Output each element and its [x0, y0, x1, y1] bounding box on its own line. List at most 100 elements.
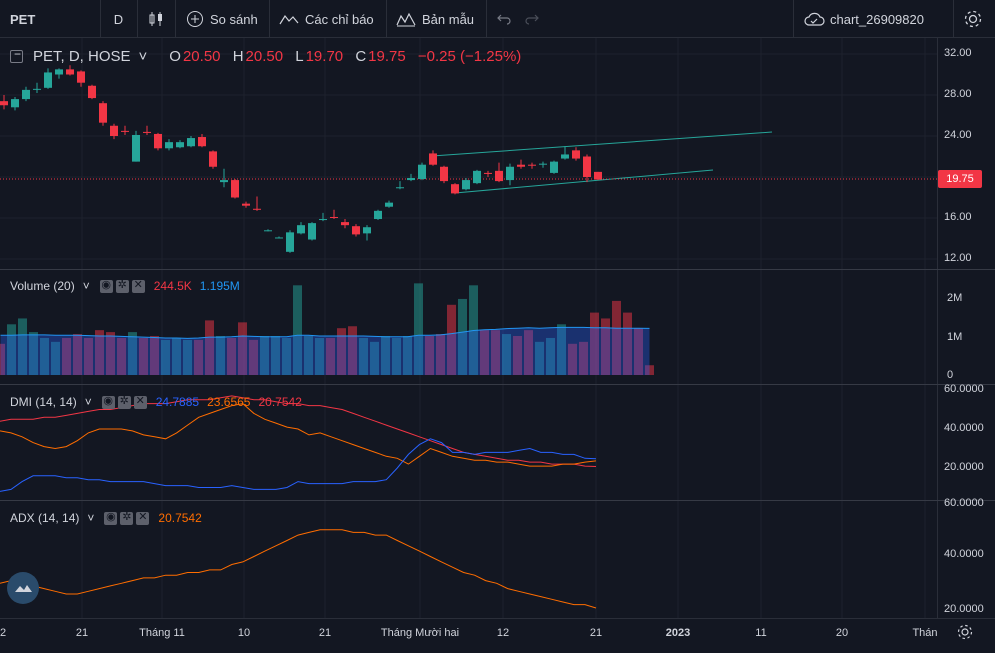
eye-icon[interactable]: ◉ [99, 278, 113, 293]
volume-tick: 0 [947, 369, 954, 381]
candle-body [484, 172, 492, 174]
last-price-label: 19.75 [938, 170, 982, 188]
minus-di-line [0, 403, 597, 467]
settings-button[interactable] [962, 0, 988, 38]
candle-body [209, 151, 217, 167]
gear-icon[interactable]: ✲ [117, 394, 131, 409]
volume-bar [172, 337, 181, 375]
adx-legend: ADX (14, 14) ˅ ◉ ✲ ✕ 20.7542 [10, 510, 210, 526]
volume-bar [117, 337, 126, 375]
candle-body [528, 164, 536, 166]
candle-body [495, 170, 503, 182]
symbol-title[interactable]: PET, D, HOSE [33, 48, 131, 65]
candle-body [143, 131, 151, 133]
eye-icon[interactable]: ◉ [101, 394, 115, 409]
indicators-button[interactable]: Các chỉ báo [279, 0, 389, 38]
time-label: Tháng 11 [139, 627, 185, 639]
time-label: 12 [496, 627, 510, 639]
chevron-down-icon[interactable]: ˅ [82, 279, 90, 293]
interval-button[interactable]: D [100, 0, 137, 38]
volume-bar [260, 336, 269, 375]
tradingview-logo[interactable] [7, 572, 39, 604]
volume-bar [634, 328, 643, 375]
symbol-search[interactable]: PET [10, 0, 95, 38]
adx-title[interactable]: ADX (14, 14) [10, 511, 80, 525]
volume-bar [161, 339, 170, 375]
volume-title[interactable]: Volume (20) [10, 279, 75, 293]
volume-bar [95, 330, 104, 375]
compare-button[interactable]: So sánh [186, 0, 271, 38]
time-label: Thán [912, 627, 938, 639]
candle-body [110, 125, 118, 136]
time-axis[interactable]: 2 21 Tháng 11 10 21 Tháng Mười hai 12 21 2023 11 2… [0, 618, 995, 653]
candle-body [154, 133, 162, 149]
volume-bar [238, 322, 247, 375]
plus-di-value: 24.7885 [155, 395, 200, 409]
templates-icon [396, 12, 416, 27]
candle-body [550, 161, 558, 173]
candle-body [253, 208, 261, 210]
pane-separator[interactable] [0, 269, 995, 270]
candle-body [121, 130, 129, 132]
eye-icon[interactable]: ◉ [104, 510, 118, 525]
price-tick: 24.00 [944, 129, 972, 141]
candle-body [275, 237, 283, 239]
volume-ma-area [0, 327, 650, 375]
trend-channel [431, 131, 773, 194]
pane-separator[interactable] [0, 500, 995, 501]
volume-bar [425, 336, 434, 375]
save-chart-button[interactable]: chart_26909820 [803, 0, 943, 38]
time-axis-settings[interactable] [956, 623, 974, 646]
undo-button[interactable] [496, 0, 516, 38]
adx-pane-line [0, 529, 597, 609]
candle-body [319, 219, 327, 221]
redo-icon [525, 14, 539, 25]
channel-upper [431, 131, 773, 157]
price-tick: 12.00 [944, 252, 972, 264]
volume-bar [579, 341, 588, 375]
candle-body [44, 72, 52, 88]
volume-bar [315, 337, 324, 375]
close-icon[interactable]: ✕ [131, 278, 145, 293]
time-label: Tháng Mười hai [380, 627, 460, 639]
close-icon[interactable]: ✕ [133, 394, 147, 409]
chevron-down-icon[interactable]: ˅ [87, 511, 95, 525]
plus-circle-icon [187, 11, 203, 27]
adx-line [0, 529, 597, 609]
adx-tick: 20.0000 [944, 603, 984, 615]
volume-bar [84, 337, 93, 375]
chevron-down-icon[interactable]: ˅ [138, 48, 148, 65]
candle-body [264, 230, 272, 232]
volume-bar [480, 330, 489, 375]
dmi-title[interactable]: DMI (14, 14) [10, 395, 77, 409]
candle-body [473, 170, 481, 184]
volume-value: 244.5K [153, 279, 192, 293]
volume-bar [205, 320, 214, 375]
candle-body [539, 163, 547, 165]
volume-bar [535, 341, 544, 375]
candle-body [517, 164, 525, 167]
price-tick: 32.00 [944, 47, 972, 59]
candle-body [374, 210, 382, 220]
redo-button[interactable] [524, 0, 544, 38]
templates-button[interactable]: Bản mẫu [396, 0, 486, 38]
chart-style-button[interactable] [137, 0, 175, 38]
pane-separator[interactable] [0, 384, 995, 385]
collapse-icon[interactable]: − [10, 47, 23, 63]
plus-di-line [0, 438, 597, 492]
gear-icon[interactable]: ✲ [120, 510, 134, 525]
volume-bar [359, 337, 368, 375]
volume-bar [337, 328, 346, 375]
candle-body [220, 180, 228, 183]
close-icon[interactable]: ✕ [136, 510, 150, 525]
volume-bar [458, 298, 467, 375]
chevron-down-icon[interactable]: ˅ [84, 395, 92, 409]
candle-body [352, 226, 360, 235]
volume-bar [73, 334, 82, 375]
volume-bar [436, 334, 445, 375]
gear-icon[interactable]: ✲ [115, 278, 129, 293]
candle-body [396, 187, 404, 189]
candle-body [231, 180, 239, 198]
price-tick: 28.00 [944, 88, 972, 100]
